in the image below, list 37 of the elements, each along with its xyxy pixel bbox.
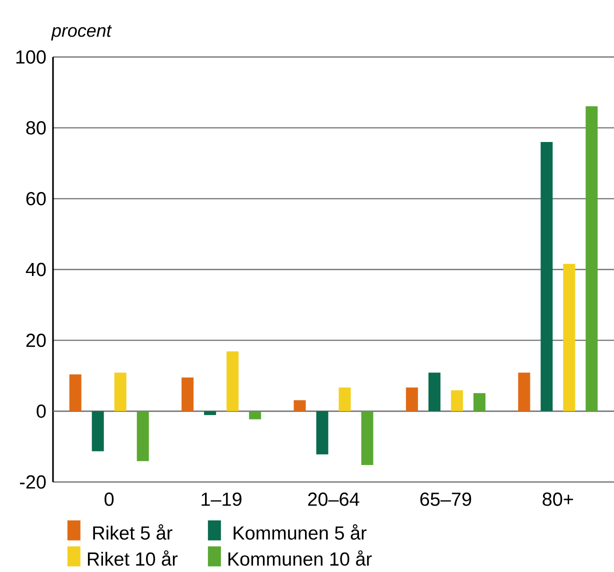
- bar: [473, 393, 486, 412]
- bar: [249, 411, 262, 420]
- legend-label: Riket 5 år: [93, 524, 172, 540]
- bar: [338, 387, 351, 412]
- bar: [428, 372, 440, 412]
- y-tick-label: 0: [36, 404, 46, 418]
- bar: [563, 264, 576, 412]
- y-tick-label: 20: [26, 334, 46, 348]
- bar: [92, 411, 104, 452]
- legend-label: Riket 10 år: [88, 550, 178, 566]
- bar: [294, 400, 306, 412]
- x-tick-label: 65–79: [420, 492, 472, 506]
- bar: [450, 390, 463, 412]
- bar: [518, 372, 530, 412]
- bar: [204, 411, 216, 416]
- y-tick-label: 100: [16, 50, 46, 64]
- bar: [361, 411, 374, 465]
- y-tick-label: 60: [26, 192, 46, 206]
- bar: [69, 374, 82, 412]
- legend-label: Kommunen 5 år: [234, 524, 367, 540]
- x-tick-label: 80+: [542, 492, 574, 506]
- x-tick-label: 0: [104, 492, 114, 506]
- bar: [136, 411, 149, 462]
- x-tick-label: 1–19: [202, 492, 242, 506]
- y-tick-label: 80: [26, 121, 46, 135]
- bar: [406, 387, 418, 412]
- x-tick-label: 20–64: [308, 492, 360, 506]
- bar: [226, 351, 239, 412]
- bar: [586, 106, 598, 412]
- legend-label: Kommunen 10 år: [228, 550, 372, 566]
- bar: [316, 411, 328, 454]
- bar: [540, 142, 553, 412]
- bar: [114, 372, 126, 412]
- bar: [182, 378, 194, 412]
- y-tick-label: -20: [20, 475, 46, 489]
- y-axis-title: procent: [51, 25, 112, 40]
- y-tick-label: 40: [26, 262, 46, 276]
